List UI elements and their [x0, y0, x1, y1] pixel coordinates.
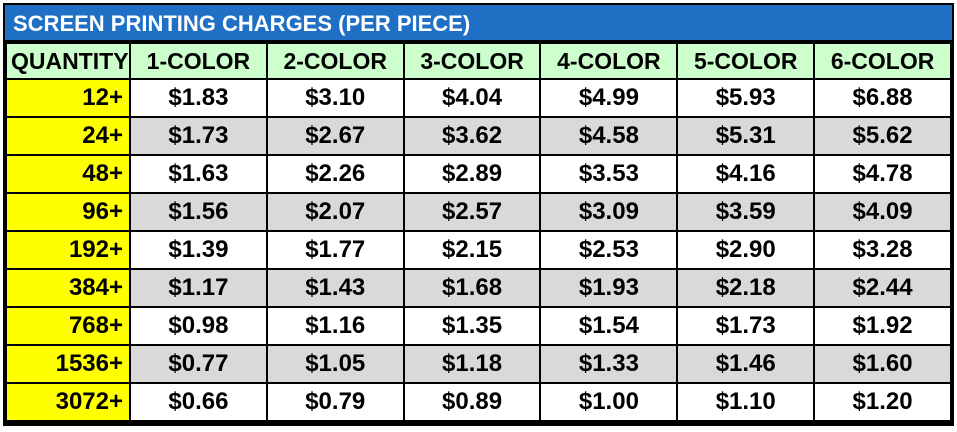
quantity-cell: 3072+	[5, 382, 131, 422]
price-cell-6-color: $6.88	[813, 78, 952, 118]
price-cell-5-color: $1.10	[676, 382, 816, 422]
price-cell-4-color: $1.93	[539, 268, 679, 308]
header-1-color: 1-COLOR	[129, 42, 268, 80]
price-cell-1-color: $1.17	[129, 268, 268, 308]
header-3-color: 3-COLOR	[402, 42, 542, 80]
price-cell-1-color: $0.66	[129, 382, 268, 422]
quantity-cell: 12+	[5, 78, 131, 118]
price-cell-6-color: $4.09	[813, 192, 952, 232]
price-cell-1-color: $1.56	[129, 192, 268, 232]
table-row: 48+ $1.63 $2.26 $2.89 $3.53 $4.16 $4.78	[5, 154, 952, 194]
price-cell-4-color: $3.09	[539, 192, 679, 232]
price-cell-1-color: $0.77	[129, 344, 268, 384]
price-cell-4-color: $2.53	[539, 230, 679, 270]
table-row: 3072+ $0.66 $0.79 $0.89 $1.00 $1.10 $1.20	[5, 382, 952, 422]
price-cell-1-color: $1.39	[129, 230, 268, 270]
quantity-cell: 384+	[5, 268, 131, 308]
pricing-sheet: SCREEN PRINTING CHARGES (PER PIECE) QUAN…	[3, 3, 954, 426]
price-cell-3-color: $4.04	[402, 78, 542, 118]
price-cell-2-color: $2.67	[265, 116, 405, 156]
price-cell-5-color: $2.90	[676, 230, 816, 270]
table-row: 1536+ $0.77 $1.05 $1.18 $1.33 $1.46 $1.60	[5, 344, 952, 384]
price-cell-1-color: $1.83	[129, 78, 268, 118]
price-cell-2-color: $1.43	[265, 268, 405, 308]
price-cell-2-color: $1.16	[265, 306, 405, 346]
price-cell-6-color: $1.20	[813, 382, 952, 422]
price-cell-2-color: $3.10	[265, 78, 405, 118]
price-cell-5-color: $4.16	[676, 154, 816, 194]
price-cell-3-color: $2.57	[402, 192, 542, 232]
price-cell-3-color: $1.68	[402, 268, 542, 308]
price-cell-5-color: $1.46	[676, 344, 816, 384]
quantity-cell: 96+	[5, 192, 131, 232]
table-row: 96+ $1.56 $2.07 $2.57 $3.09 $3.59 $4.09	[5, 192, 952, 232]
header-6-color: 6-COLOR	[813, 42, 952, 80]
price-cell-3-color: $1.35	[402, 306, 542, 346]
price-cell-2-color: $1.77	[265, 230, 405, 270]
header-2-color: 2-COLOR	[265, 42, 405, 80]
price-cell-6-color: $4.78	[813, 154, 952, 194]
header-quantity: QUANTITY	[5, 42, 131, 80]
table-row: 24+ $1.73 $2.67 $3.62 $4.58 $5.31 $5.62	[5, 116, 952, 156]
price-cell-3-color: $2.15	[402, 230, 542, 270]
price-cell-6-color: $5.62	[813, 116, 952, 156]
table-row: 768+ $0.98 $1.16 $1.35 $1.54 $1.73 $1.92	[5, 306, 952, 346]
price-cell-4-color: $1.33	[539, 344, 679, 384]
table-row: 384+ $1.17 $1.43 $1.68 $1.93 $2.18 $2.44	[5, 268, 952, 308]
price-cell-5-color: $1.73	[676, 306, 816, 346]
price-cell-4-color: $1.00	[539, 382, 679, 422]
price-cell-6-color: $1.92	[813, 306, 952, 346]
quantity-cell: 768+	[5, 306, 131, 346]
price-cell-2-color: $2.07	[265, 192, 405, 232]
price-cell-4-color: $4.58	[539, 116, 679, 156]
price-cell-1-color: $1.73	[129, 116, 268, 156]
price-cell-5-color: $5.93	[676, 78, 816, 118]
price-cell-1-color: $0.98	[129, 306, 268, 346]
header-row: QUANTITY 1-COLOR 2-COLOR 3-COLOR 4-COLOR…	[5, 42, 952, 80]
price-cell-6-color: $2.44	[813, 268, 952, 308]
price-cell-5-color: $5.31	[676, 116, 816, 156]
price-cell-3-color: $2.89	[402, 154, 542, 194]
price-cell-2-color: $0.79	[265, 382, 405, 422]
price-cell-1-color: $1.63	[129, 154, 268, 194]
price-cell-2-color: $2.26	[265, 154, 405, 194]
price-cell-2-color: $1.05	[265, 344, 405, 384]
quantity-cell: 1536+	[5, 344, 131, 384]
price-cell-3-color: $0.89	[402, 382, 542, 422]
price-cell-6-color: $3.28	[813, 230, 952, 270]
table-title: SCREEN PRINTING CHARGES (PER PIECE)	[5, 5, 952, 42]
price-cell-5-color: $2.18	[676, 268, 816, 308]
quantity-cell: 48+	[5, 154, 131, 194]
price-cell-5-color: $3.59	[676, 192, 816, 232]
header-5-color: 5-COLOR	[676, 42, 816, 80]
table-row: 192+ $1.39 $1.77 $2.15 $2.53 $2.90 $3.28	[5, 230, 952, 270]
price-cell-4-color: $1.54	[539, 306, 679, 346]
price-cell-3-color: $3.62	[402, 116, 542, 156]
price-cell-3-color: $1.18	[402, 344, 542, 384]
header-4-color: 4-COLOR	[539, 42, 679, 80]
quantity-cell: 192+	[5, 230, 131, 270]
pricing-table: QUANTITY 1-COLOR 2-COLOR 3-COLOR 4-COLOR…	[5, 42, 952, 422]
price-cell-4-color: $3.53	[539, 154, 679, 194]
table-row: 12+ $1.83 $3.10 $4.04 $4.99 $5.93 $6.88	[5, 78, 952, 118]
price-cell-6-color: $1.60	[813, 344, 952, 384]
table-body: 12+ $1.83 $3.10 $4.04 $4.99 $5.93 $6.88 24+ $1.7…	[5, 78, 952, 422]
quantity-cell: 24+	[5, 116, 131, 156]
price-cell-4-color: $4.99	[539, 78, 679, 118]
